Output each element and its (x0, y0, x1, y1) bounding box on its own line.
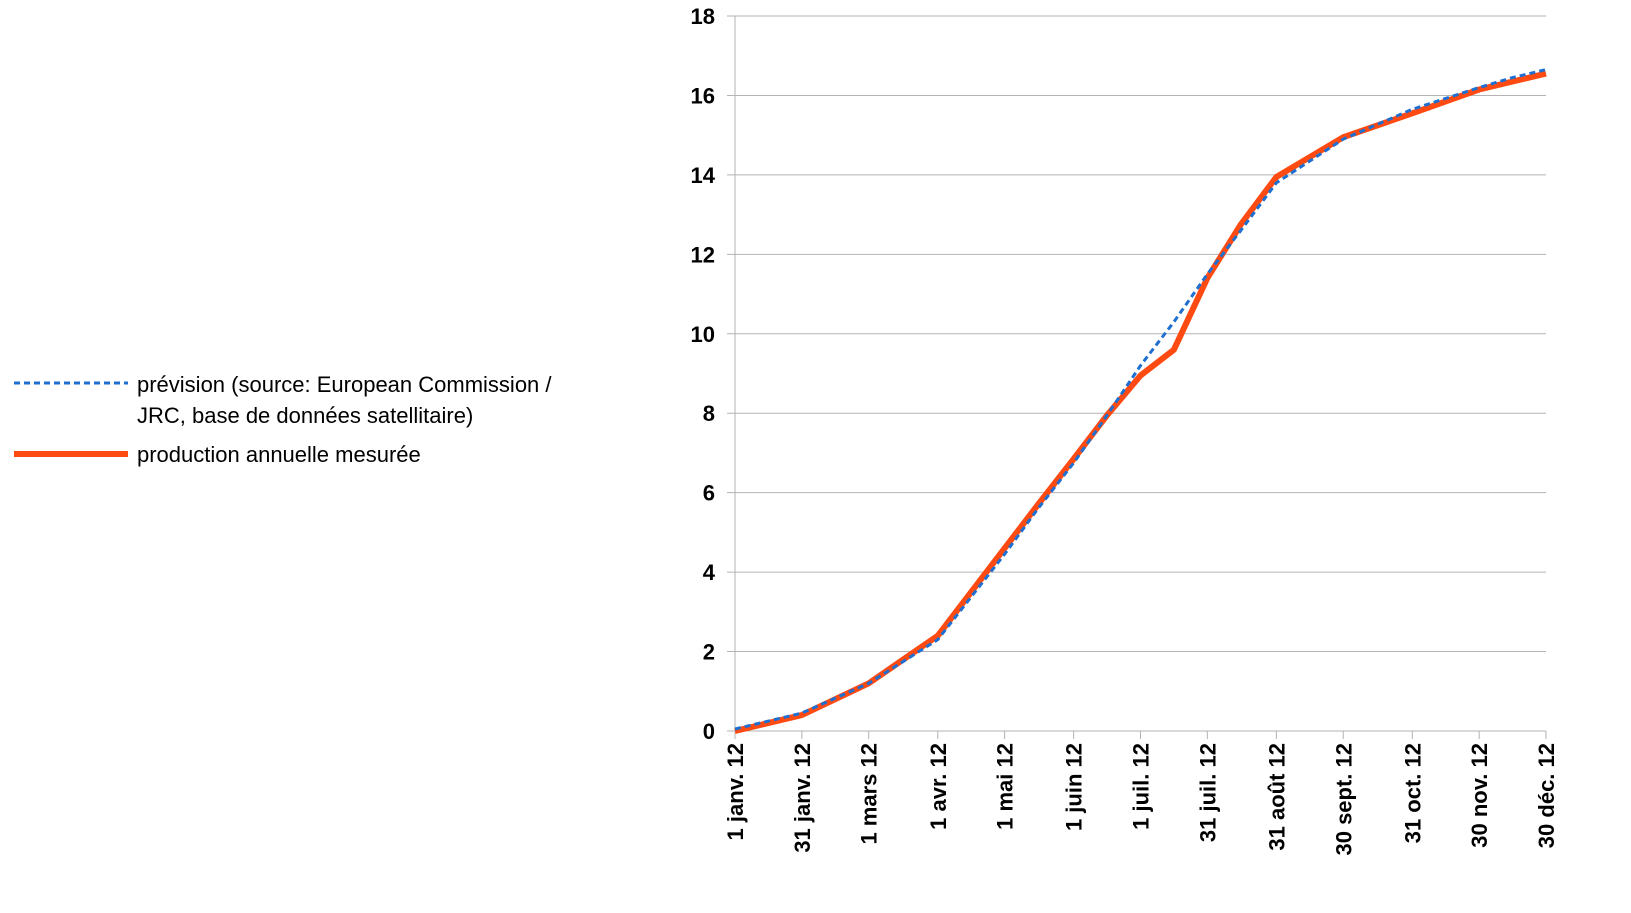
axes (734, 16, 1547, 739)
legend-label-measured: production annuelle mesurée (137, 442, 421, 467)
x-tick-label: 30 nov. 12 (1467, 743, 1492, 848)
y-tick-label: 12 (691, 242, 715, 267)
y-tick-label: 16 (691, 83, 715, 108)
series-lines (734, 68, 1547, 734)
x-tick-label: 1 janv. 12 (723, 743, 748, 840)
x-tick-label: 30 sept. 12 (1331, 743, 1356, 856)
x-tick-label: 1 mars 12 (857, 743, 882, 845)
x-tick-label: 31 août 12 (1264, 743, 1289, 851)
x-tick-label: 31 juil. 12 (1195, 743, 1220, 842)
x-tick-label: 30 déc. 12 (1534, 743, 1559, 848)
x-tick-label: 1 juil. 12 (1129, 743, 1154, 830)
x-tick-label: 1 avr. 12 (926, 743, 951, 830)
x-tick-labels: 1 janv. 12 31 janv. 12 1 mars 12 1 avr. 12 1… (723, 743, 1559, 856)
gridlines (727, 15, 1546, 732)
x-tick-label: 1 juin 12 (1062, 743, 1087, 831)
y-tick-label: 2 (703, 640, 715, 665)
series-line-measured (734, 70, 1547, 734)
y-tick-label: 4 (703, 560, 716, 585)
x-tick-label: 31 oct. 12 (1400, 743, 1425, 843)
x-tick-label: 1 mai 12 (993, 743, 1018, 830)
y-tick-label: 14 (691, 163, 716, 188)
y-tick-labels: 0 2 4 6 8 10 12 14 16 18 (691, 4, 716, 744)
legend: prévision (source: European Commission /… (14, 372, 552, 467)
y-tick-label: 6 (703, 481, 715, 506)
legend-label-forecast: JRC, base de données satellitaire) (137, 403, 473, 428)
y-tick-label: 0 (703, 719, 715, 744)
y-tick-label: 10 (691, 322, 715, 347)
x-tick-label: 31 janv. 12 (790, 743, 815, 853)
y-tick-label: 8 (703, 401, 715, 426)
series-line-forecast (734, 68, 1547, 731)
y-tick-label: 18 (691, 4, 715, 29)
legend-label-forecast: prévision (source: European Commission / (137, 372, 552, 397)
